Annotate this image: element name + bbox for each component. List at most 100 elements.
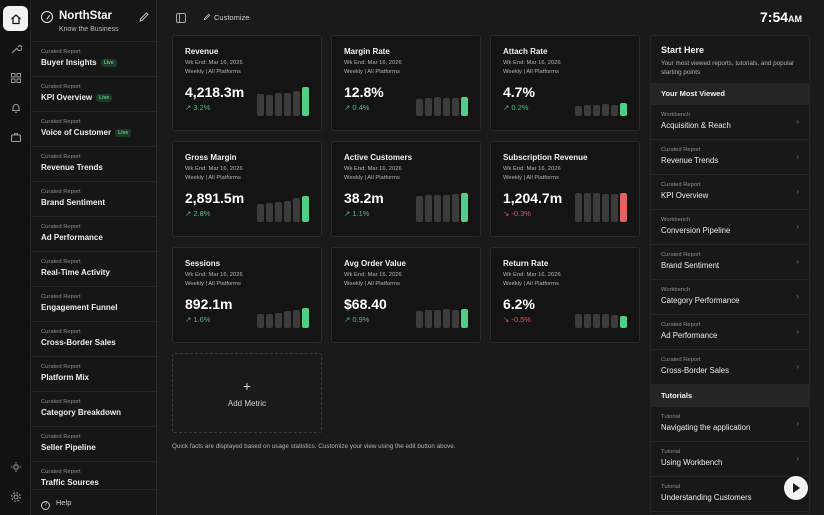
metric-delta: ↗ 0.4% (344, 103, 369, 112)
metric-card[interactable]: Return Rate Wk End: Mar 16, 2026 Weekly | … (490, 247, 640, 343)
sparkbar (620, 103, 627, 116)
metric-value: 38.2m (344, 190, 384, 206)
sidebar-item[interactable]: Curated Report Voice of Customer Live (31, 111, 157, 146)
panel-list-item[interactable]: Workbench Acquisition & Reach › (651, 105, 809, 140)
sidebar-item[interactable]: Curated Report Brand Sentiment (31, 181, 157, 216)
home-icon[interactable] (3, 6, 28, 31)
sparkbar (416, 99, 423, 116)
panel-item-label: Cross-Border Sales (661, 366, 730, 375)
customize-label: Customize (214, 13, 250, 22)
sidebar: NorthStar Know the Business Curated Repo… (31, 0, 157, 515)
sparkbar (434, 195, 441, 222)
chevron-right-icon: › (796, 257, 799, 266)
sidebar-item[interactable]: Curated Report Buyer Insights Live (31, 41, 157, 76)
metric-card[interactable]: Gross Margin Wk End: Mar 16, 2026 Weekly |… (172, 141, 322, 237)
sun-icon[interactable] (3, 454, 28, 479)
metric-card[interactable]: Revenue Wk End: Mar 16, 2026 Weekly | All … (172, 35, 322, 131)
panel-list-item[interactable]: Curated Report Revenue Trends › (651, 140, 809, 175)
sidebar-item[interactable]: Curated Report Cross-Border Sales (31, 321, 157, 356)
panel-item-label: KPI Overview (661, 191, 709, 200)
sidebar-item[interactable]: Curated Report Real-Time Activity (31, 251, 157, 286)
sidebar-item[interactable]: Curated Report Traffic Sources (31, 461, 157, 496)
panel-item-type: Curated Report (661, 182, 701, 188)
chevron-right-icon: › (796, 327, 799, 336)
grid-icon[interactable] (3, 65, 28, 90)
trend-up-icon: ↗ (185, 103, 194, 112)
sidebar-item[interactable]: Curated Report Engagement Funnel (31, 286, 157, 321)
metric-scope: Weekly | All Platforms (344, 280, 400, 287)
panel-list-item[interactable]: Curated Report Ad Performance › (651, 315, 809, 350)
sidebar-item[interactable]: Curated Report Platform Mix (31, 356, 157, 391)
metric-delta: ↗ 1.6% (185, 315, 210, 324)
panel-item-label: Understanding Customers (661, 493, 752, 502)
sparkbar (452, 310, 459, 328)
metric-card[interactable]: Sessions Wk End: Mar 16, 2026 Weekly | All… (172, 247, 322, 343)
metric-card[interactable]: Attach Rate Wk End: Mar 16, 2026 Weekly | … (490, 35, 640, 131)
sidebar-item[interactable]: Curated Report Category Breakdown (31, 391, 157, 426)
bell-icon[interactable] (3, 95, 28, 120)
panel-list-item[interactable]: Workbench Conversion Pipeline › (651, 210, 809, 245)
metric-card[interactable]: Margin Rate Wk End: Mar 16, 2026 Weekly | … (331, 35, 481, 131)
metric-title: Return Rate (503, 259, 549, 268)
wrench-icon[interactable] (3, 36, 28, 61)
panel-list-item[interactable]: Curated Report Brand Sentiment › (651, 245, 809, 280)
sidebar-toggle-icon[interactable] (176, 13, 186, 23)
sparkbar (611, 105, 618, 116)
metric-delta: ↗ 3.2% (185, 103, 210, 112)
metric-value: 6.2% (503, 296, 535, 312)
panel-list-item[interactable]: Curated Report KPI Overview › (651, 175, 809, 210)
sidebar-item-type: Curated Report (41, 154, 81, 160)
sidebar-item-type: Curated Report (41, 259, 81, 265)
customize-button[interactable]: Customize (203, 13, 249, 22)
metric-meta: Wk End: Mar 16, 2026 Weekly | All Platfor… (185, 165, 243, 182)
metric-card[interactable]: Avg Order Value Wk End: Mar 16, 2026 Weekl… (331, 247, 481, 343)
sidebar-item-text: Real-Time Activity (41, 268, 110, 277)
panel-list-item[interactable]: Tutorial Using Workbench › (651, 442, 809, 477)
sparkbar (293, 198, 300, 222)
gear-icon[interactable] (3, 484, 28, 509)
metric-scope: Weekly | All Platforms (503, 280, 559, 287)
most-viewed-heading: Your Most Viewed (651, 83, 809, 105)
metric-scope: Weekly | All Platforms (344, 68, 400, 75)
plus-icon: + (242, 378, 252, 394)
icon-rail (0, 0, 31, 515)
panel-list-item[interactable]: Workbench Category Performance › (651, 280, 809, 315)
sparkbar (434, 97, 441, 116)
trend-down-icon: ↘ (503, 209, 512, 218)
panel-list-item[interactable]: Curated Report Cross-Border Sales › (651, 350, 809, 385)
sidebar-item-type: Curated Report (41, 364, 81, 370)
metric-card[interactable]: Active Customers Wk End: Mar 16, 2026 Week… (331, 141, 481, 237)
sidebar-item[interactable]: Curated Report KPI Overview Live (31, 76, 157, 111)
sidebar-item-type: Curated Report (41, 224, 81, 230)
metric-meta: Wk End: Mar 16, 2026 Weekly | All Platfor… (344, 271, 402, 288)
metric-delta: ↗ 0.2% (503, 103, 528, 112)
play-icon[interactable] (784, 476, 808, 500)
sparkbar (266, 203, 273, 222)
metric-title: Subscription Revenue (503, 153, 588, 162)
sparkbar (602, 104, 609, 116)
panel-list-item[interactable]: Tutorial Navigating the application › (651, 407, 809, 442)
pencil-icon[interactable] (138, 11, 150, 23)
briefcase-icon[interactable] (3, 124, 28, 149)
sidebar-item[interactable]: Curated Report Seller Pipeline (31, 426, 157, 461)
help-link[interactable]: ? Help (31, 489, 157, 515)
sparkbar (293, 91, 300, 116)
panel-item-label: Acquisition & Reach (661, 121, 731, 130)
sidebar-item[interactable]: Curated Report Ad Performance (31, 216, 157, 251)
panel-item-type: Curated Report (661, 147, 701, 153)
add-metric-button[interactable]: + Add Metric (172, 353, 322, 433)
sparkbar (593, 314, 600, 328)
sidebar-item-text: Traffic Sources (41, 478, 99, 487)
trend-up-icon: ↗ (503, 103, 512, 112)
metric-week: Wk End: Mar 16, 2026 (503, 166, 561, 172)
sidebar-item[interactable]: Curated Report Revenue Trends (31, 146, 157, 181)
sidebar-item-type: Curated Report (41, 434, 81, 440)
trend-up-icon: ↗ (344, 315, 353, 324)
metric-card[interactable]: Subscription Revenue Wk End: Mar 16, 2026… (490, 141, 640, 237)
tutorials-list: Tutorial Navigating the application › Tutor… (651, 407, 809, 512)
sparkbar (593, 193, 600, 222)
sidebar-item-text: Category Breakdown (41, 408, 122, 417)
sparkbar (275, 93, 282, 116)
metric-week: Wk End: Mar 16, 2026 (503, 272, 561, 278)
sparkbar (443, 195, 450, 222)
